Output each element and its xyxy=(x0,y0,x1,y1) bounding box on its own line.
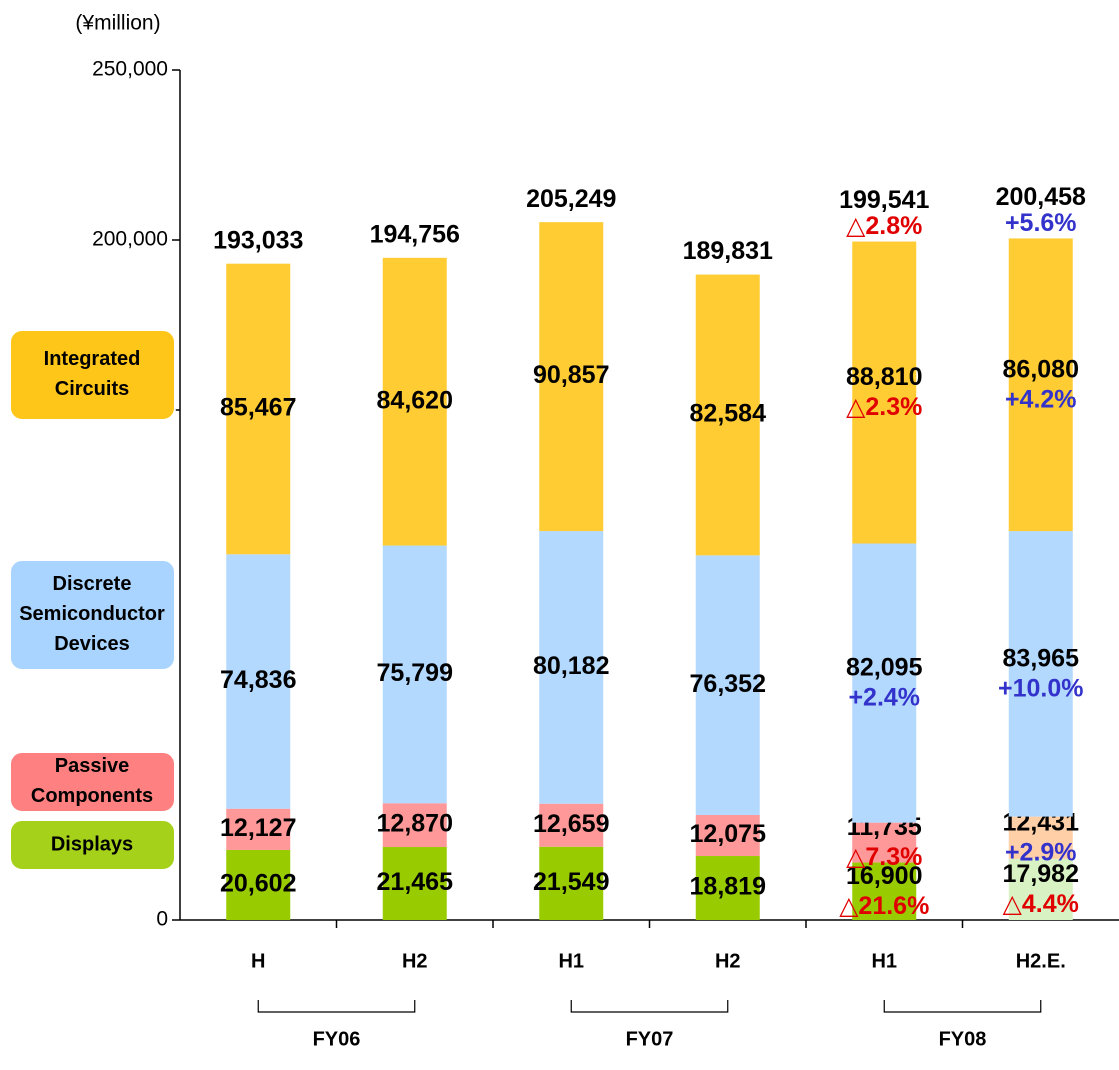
value-label: 90,857 xyxy=(533,361,609,389)
change-label: +10.0% xyxy=(998,674,1084,702)
value-label: 76,352 xyxy=(690,670,766,698)
value-label: 83,965 xyxy=(1003,644,1080,672)
change-label: △2.8% xyxy=(846,212,922,240)
value-label: 21,549 xyxy=(533,868,609,896)
bar-segment xyxy=(852,822,917,863)
y-tick-label: 0 xyxy=(156,908,168,931)
bar-segment xyxy=(695,555,760,815)
bar-segment xyxy=(226,849,291,920)
bar-segment xyxy=(539,803,604,847)
change-label: △4.4% xyxy=(1003,890,1079,918)
y-tick-label: 250,000 xyxy=(92,58,168,81)
bar-segment xyxy=(539,846,604,920)
bar-segment xyxy=(852,543,917,823)
change-label: +2.9% xyxy=(1005,838,1077,866)
value-label: 17,982 xyxy=(1003,860,1079,888)
value-label: 84,620 xyxy=(377,386,453,414)
value-label: 20,602 xyxy=(220,870,296,898)
bar-segment xyxy=(539,531,604,804)
x-tick-label: H2 xyxy=(402,950,428,972)
unit-label: (¥million) xyxy=(75,12,160,35)
change-label: △2.3% xyxy=(846,393,922,421)
x-tick-label: H xyxy=(251,950,265,972)
total-label: 193,033 xyxy=(213,226,303,254)
x-tick-label: H1 xyxy=(871,950,897,972)
bar-segment xyxy=(1008,531,1073,817)
value-label: 88,810 xyxy=(846,363,922,391)
group-label: FY07 xyxy=(626,1028,674,1050)
group-bracket xyxy=(570,1000,729,1013)
group-bracket xyxy=(883,1000,1042,1013)
legend-label: Discrete Semiconductor Devices xyxy=(19,573,165,655)
legend-box xyxy=(9,751,176,813)
group-label: FY08 xyxy=(939,1028,987,1050)
value-label: 18,819 xyxy=(690,873,766,901)
value-label: 12,127 xyxy=(220,814,296,842)
value-label: 12,659 xyxy=(533,810,609,838)
value-label: 82,584 xyxy=(690,400,767,428)
legend-label: Passive Components xyxy=(31,755,153,807)
change-label: △7.3% xyxy=(846,843,922,871)
legend-box xyxy=(9,559,176,671)
bar-segment xyxy=(382,257,447,546)
total-label: 194,756 xyxy=(370,220,460,248)
bar-segment xyxy=(382,847,447,920)
legend-box xyxy=(9,819,176,871)
value-label: 75,799 xyxy=(377,659,453,687)
legend-label: Displays xyxy=(51,833,133,855)
x-tick-label: H2.E. xyxy=(1016,950,1066,972)
total-label: 189,831 xyxy=(683,237,773,265)
bar-segment xyxy=(1008,858,1073,920)
change-label: △21.6% xyxy=(839,892,929,920)
bar-segment xyxy=(852,862,917,920)
value-label: 16,900 xyxy=(846,862,922,890)
value-label: 12,870 xyxy=(377,810,453,838)
legend-box xyxy=(9,329,176,421)
bar-segment xyxy=(539,222,604,532)
bar-segment xyxy=(852,241,917,544)
group-label: FY06 xyxy=(313,1028,361,1050)
value-label: 86,080 xyxy=(1003,355,1079,383)
change-label: +5.6% xyxy=(1005,209,1077,237)
bar-segment xyxy=(382,803,447,848)
bar-segment xyxy=(695,856,760,920)
x-tick-label: H1 xyxy=(558,950,584,972)
total-label: 205,249 xyxy=(526,185,616,213)
bar-segment xyxy=(1008,238,1073,532)
bar-segment xyxy=(695,814,760,857)
value-label: 21,465 xyxy=(377,868,454,896)
total-label: 200,458 xyxy=(996,183,1086,211)
x-tick-label: H2 xyxy=(715,950,741,972)
change-label: +2.4% xyxy=(848,684,920,712)
legend-label: Integrated Circuits xyxy=(44,348,141,400)
bar-segment xyxy=(226,554,291,809)
bar-segment xyxy=(695,274,760,556)
value-label: 85,467 xyxy=(220,394,296,422)
total-label: 199,541 xyxy=(839,186,929,214)
bar-segment xyxy=(226,263,291,555)
value-label: 80,182 xyxy=(533,652,609,680)
bar-segment xyxy=(382,545,447,804)
bar-segment xyxy=(226,808,291,850)
change-label: +4.2% xyxy=(1005,385,1077,413)
y-tick-label: 200,000 xyxy=(92,228,168,251)
value-label: 74,836 xyxy=(220,666,296,694)
value-label: 12,075 xyxy=(690,820,767,848)
value-label: 82,095 xyxy=(846,654,923,682)
group-bracket xyxy=(257,1000,416,1013)
bar-segment xyxy=(1008,816,1073,859)
